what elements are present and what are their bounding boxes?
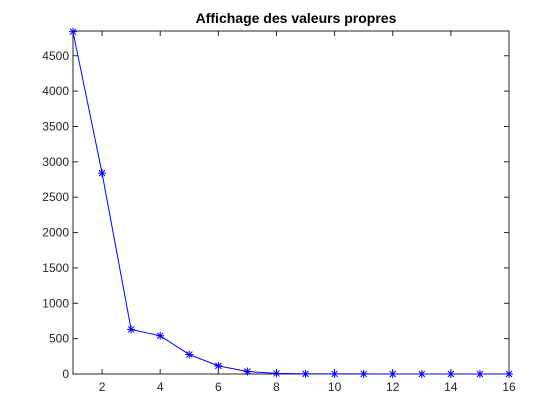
data-point [185,350,194,359]
x-tick-label: 16 [502,380,516,394]
data-point [301,369,310,378]
y-tick-label: 4000 [42,84,69,98]
x-tick-label: 14 [444,380,458,394]
data-point [417,370,426,378]
x-tick-label: 10 [328,380,342,394]
x-tick-label: 4 [157,380,164,394]
data-point [156,331,165,340]
x-tick-label: 8 [273,380,280,394]
axes-box [72,30,510,375]
y-tick-label: 500 [49,332,69,346]
data-point [505,370,513,378]
data-point [475,370,484,378]
x-tick-label: 12 [386,380,400,394]
data-point [127,325,136,334]
data-point [359,369,368,378]
x-tick-label: 6 [215,380,222,394]
series-line [72,31,509,375]
data-point [98,169,107,178]
y-tick-label: 3500 [42,119,69,133]
y-tick-label: 3000 [42,155,69,169]
data-point [214,361,223,370]
x-axis: 2 4 6 8 10 12 14 16 [99,31,516,394]
data-point [330,369,339,378]
x-tick-label: 2 [99,380,106,394]
y-tick-label: 4500 [42,49,69,63]
data-point [388,370,397,378]
y-tick-label: 1500 [42,261,69,275]
y-tick-label: 2000 [42,226,69,240]
data-point [272,369,281,378]
y-tick-label: 1000 [42,296,69,310]
y-tick-label: 2500 [42,190,69,204]
series-layer [69,27,513,378]
chart-title: Affichage des valeurs propres [196,10,397,26]
y-tick-label: 0 [62,367,69,381]
data-point [69,27,77,36]
data-point [243,367,252,376]
data-point [446,370,455,378]
y-axis: 0 500 1000 1500 2000 2500 3000 3500 4000 4500 [42,49,509,381]
